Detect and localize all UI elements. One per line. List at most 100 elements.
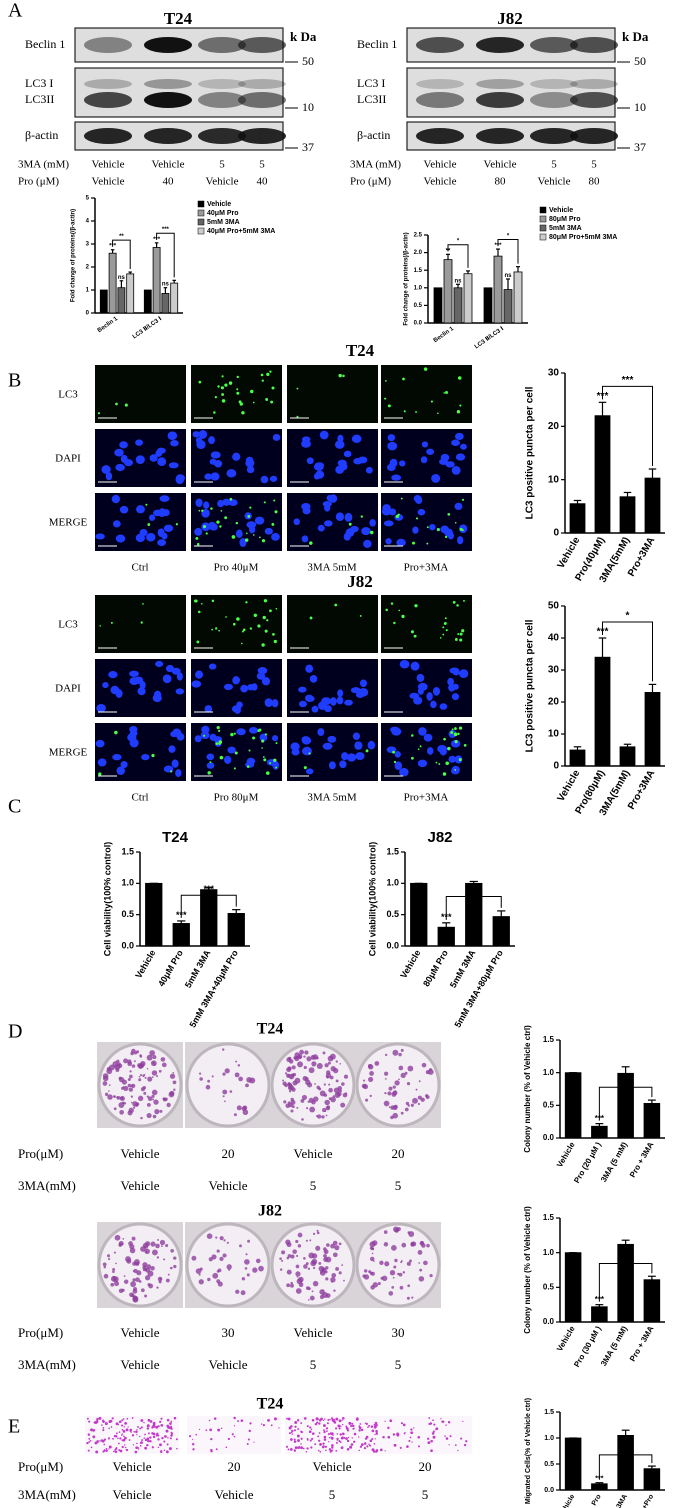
migrated-cell (159, 1420, 162, 1424)
nucleus (301, 535, 309, 543)
nucleus (226, 469, 237, 478)
error-bar (446, 253, 450, 260)
colony (303, 1264, 308, 1269)
migrated-cell (93, 1437, 95, 1439)
migrated-cell (306, 1447, 309, 1450)
nucleus (115, 463, 125, 472)
migrated-cell (384, 1450, 386, 1452)
migrated-cell (135, 1446, 139, 1450)
lc3-punctum (270, 400, 274, 404)
blot-band (198, 92, 246, 108)
nucleus (232, 452, 241, 461)
colony (125, 1256, 131, 1263)
migrated-cell (95, 1450, 99, 1454)
migrated-cell (191, 1443, 195, 1446)
migrated-cell (137, 1426, 139, 1428)
nucleus (305, 664, 314, 673)
migrated-cell (337, 1424, 341, 1428)
nucleus (203, 501, 210, 509)
nucleus (311, 705, 319, 713)
colony (391, 1286, 395, 1289)
lc3-punctum (245, 601, 248, 604)
treatment-value: Vehicle (121, 1178, 160, 1193)
colony (305, 1239, 308, 1242)
nucleus (232, 676, 240, 685)
nucleus (323, 520, 333, 527)
migrated-cell (294, 1421, 298, 1424)
colony (291, 1105, 295, 1109)
nucleus (457, 536, 464, 545)
lc3-punctum (265, 398, 269, 401)
migrated-cell (328, 1441, 330, 1443)
colony (146, 1102, 151, 1107)
migrated-cell (209, 1428, 212, 1432)
colony (110, 1282, 115, 1287)
colony (373, 1260, 375, 1262)
migrated-cell (325, 1427, 329, 1430)
colony (206, 1233, 213, 1239)
lc3-punctum (461, 498, 465, 501)
nucleus (167, 431, 178, 440)
legend-label: 5mM 3MA (207, 219, 240, 226)
nucleus (95, 739, 105, 748)
chart-title: T24 (162, 829, 189, 846)
migrated-cell (430, 1439, 433, 1443)
migrated-cell (87, 1433, 91, 1436)
colony (306, 1056, 312, 1062)
bar (483, 287, 493, 324)
nucleus (454, 432, 464, 441)
nucleus (387, 434, 396, 442)
nucleus (455, 453, 466, 461)
migrated-cell (293, 1438, 296, 1441)
nucleus (302, 507, 311, 515)
bar (503, 289, 513, 324)
nucleus (346, 753, 357, 762)
treatment-label: 3MA (mM) (18, 159, 69, 171)
colony (222, 1253, 227, 1258)
bar (643, 1468, 661, 1491)
lc3-punctum (241, 642, 243, 645)
colony-title: T24 (257, 1021, 284, 1038)
colony (407, 1065, 414, 1072)
marker-label: 37 (302, 140, 314, 154)
x-tick-label: 5mM 3MA (448, 948, 478, 990)
y-tick-label: 10 (548, 474, 560, 485)
migrated-cell (328, 1448, 332, 1451)
migrated-cell (115, 1432, 118, 1435)
migrated-cell (302, 1447, 305, 1450)
bar (644, 692, 661, 767)
migrated-cell (210, 1448, 213, 1452)
y-tick-label: 0.0 (121, 940, 134, 950)
bar (591, 1125, 608, 1139)
nucleus (120, 761, 128, 769)
colony (370, 1271, 375, 1276)
x-tick-label: 5mM 3MA+80μM Pro (452, 948, 505, 1029)
nucleus (383, 520, 394, 527)
migrated-cell (338, 1419, 342, 1423)
migrated-cell (130, 1431, 132, 1433)
migrated-cell (233, 1416, 236, 1420)
blot-row-label: β-actin (25, 128, 58, 142)
y-tick-label: 1.0 (121, 878, 134, 888)
colony (246, 1273, 250, 1277)
nucleus (431, 473, 441, 483)
y-axis-label: Cell viability(100% control) (367, 842, 377, 957)
nucleus (426, 448, 435, 455)
lc3-punctum (213, 411, 216, 414)
colony (311, 1100, 316, 1105)
colony (103, 1273, 109, 1279)
colony (121, 1086, 124, 1090)
colony (362, 1084, 369, 1090)
nucleus (111, 494, 120, 504)
colony (327, 1061, 331, 1065)
migrated-cell (322, 1442, 325, 1445)
migrated-cell (327, 1419, 330, 1421)
lc3-punctum (218, 729, 221, 732)
colony (146, 1112, 152, 1119)
colony (165, 1278, 170, 1283)
colony (296, 1275, 299, 1278)
nucleus (452, 669, 460, 676)
lc3-punctum (273, 639, 277, 644)
migrated-cell (374, 1433, 376, 1436)
